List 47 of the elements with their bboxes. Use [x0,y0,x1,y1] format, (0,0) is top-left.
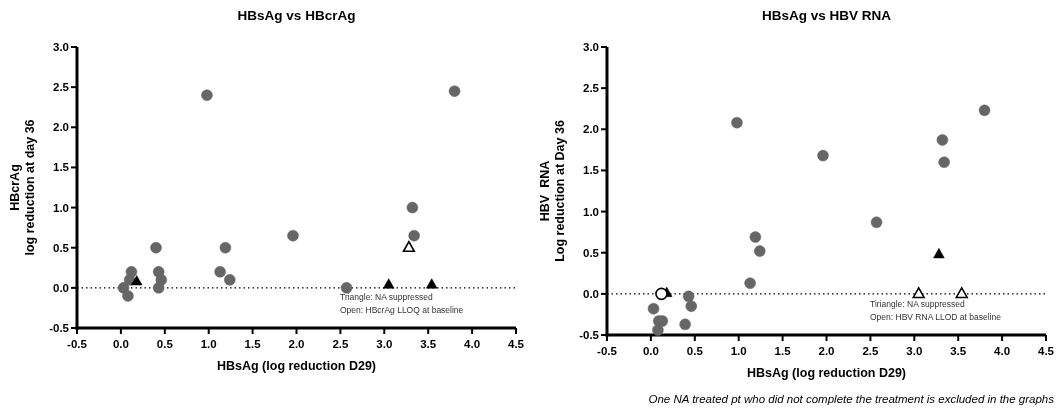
x-axis-title: HBsAg (log reduction D29) [746,366,907,380]
y-tick-label: 2.0 [53,121,69,134]
x-tick-label: 4.0 [994,345,1011,357]
annotation: Tiriangle: NA suppressed Open: HBV RNA LLOD at baseline [870,299,1002,322]
y-tick-label: 0.5 [583,246,600,259]
y-axis-title: HBcrAg log reduction at day 36 [8,119,37,256]
y-tick-label: 2.5 [583,82,600,95]
x-tick-label: 1.0 [200,338,217,350]
y-tick-label: 3.0 [583,41,599,53]
x-tick-label: 4.0 [464,338,481,350]
x-tick-label: 1.5 [244,338,262,350]
x-tick-label: 4.5 [1038,345,1055,357]
y-axis-title: HBV RNA Log reduction at Day 36 [538,120,567,262]
y-tick-label: 3.0 [53,41,69,53]
chart-title: HBsAg vs HBcrAg [237,8,356,23]
x-tick-label: 3.5 [420,338,437,350]
x-tick-label: 3.0 [906,345,923,357]
x-tick-label: 0.0 [642,345,659,357]
annotation: Triangle: NA suppressed Open: HBcrAg LLOQ at baseline [340,292,464,315]
y-tick-label: 0.0 [583,287,599,300]
x-tick-label: 0.5 [686,345,704,357]
x-tick-label: 1.0 [730,345,747,357]
y-tick-label: 1.5 [583,164,600,177]
chart-title: HBsAg vs HBV RNA [761,8,892,23]
y-tick-label: -0.5 [579,329,600,341]
y-tick-label: 1.0 [583,205,599,218]
y-tick-label: 1.5 [53,161,70,174]
y-tick-label: 0.5 [53,241,70,254]
x-tick-label: 0.5 [156,338,174,350]
y-tick-label: 2.0 [583,123,599,136]
x-tick-label: 2.5 [862,345,879,357]
y-tick-label: 1.0 [53,201,69,214]
y-tick-label: -0.5 [49,322,70,334]
x-axis-title: HBsAg (log reduction D29) [216,359,377,373]
x-tick-label: -0.5 [597,345,618,357]
x-tick-label: 3.5 [950,345,967,357]
x-tick-label: 3.0 [376,338,393,350]
x-tick-label: 2.0 [818,345,835,357]
x-tick-label: 0.0 [112,338,129,350]
text: One NA treated pt who did not complete the treatment is excluded in the graphs [648,393,1055,405]
y-tick-label: 0.0 [53,281,69,294]
x-tick-label: 2.0 [288,338,305,350]
x-tick-label: 1.5 [774,345,792,357]
y-tick-label: 2.5 [53,81,70,94]
x-tick-label: 2.5 [332,338,349,350]
x-tick-label: -0.5 [67,338,88,350]
x-tick-label: 4.5 [508,338,525,350]
